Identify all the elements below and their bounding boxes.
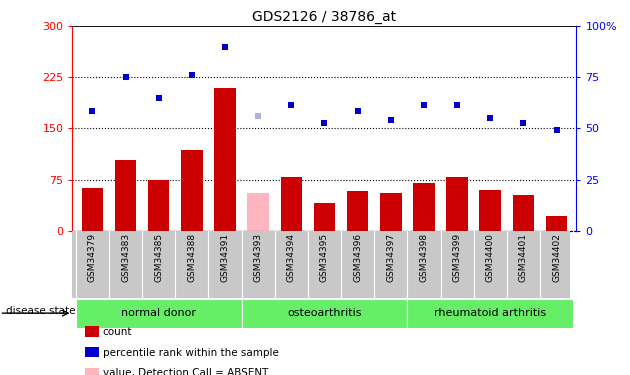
Text: value, Detection Call = ABSENT: value, Detection Call = ABSENT	[103, 368, 268, 375]
Bar	[513, 195, 534, 231]
Text: GSM34399: GSM34399	[452, 232, 462, 282]
Text: GSM34379: GSM34379	[88, 232, 97, 282]
Bar	[248, 193, 269, 231]
Bar	[115, 160, 136, 231]
Text: GSM34396: GSM34396	[353, 232, 362, 282]
Bar	[148, 180, 169, 231]
Text: GSM34391: GSM34391	[220, 232, 229, 282]
Bar	[446, 177, 468, 231]
Bar	[479, 190, 501, 231]
Text: GSM34393: GSM34393	[254, 232, 263, 282]
Text: GSM34385: GSM34385	[154, 232, 163, 282]
Text: normal donor: normal donor	[121, 308, 196, 318]
Bar	[408, 299, 573, 327]
Title: GDS2126 / 38786_at: GDS2126 / 38786_at	[253, 10, 396, 24]
Bar	[314, 203, 335, 231]
Text: GSM34394: GSM34394	[287, 232, 296, 282]
Text: GSM34400: GSM34400	[486, 232, 495, 282]
Text: percentile rank within the sample: percentile rank within the sample	[103, 348, 278, 357]
Text: GSM34402: GSM34402	[552, 232, 561, 282]
Bar	[81, 188, 103, 231]
Bar	[413, 183, 435, 231]
Bar	[546, 216, 568, 231]
Bar	[347, 191, 369, 231]
Bar	[241, 299, 408, 327]
Text: disease state: disease state	[6, 306, 76, 316]
Text: GSM34395: GSM34395	[320, 232, 329, 282]
Text: GSM34388: GSM34388	[187, 232, 197, 282]
Bar	[280, 177, 302, 231]
Text: GSM34398: GSM34398	[420, 232, 428, 282]
Text: count: count	[103, 327, 132, 337]
Text: GSM34397: GSM34397	[386, 232, 395, 282]
Bar	[380, 193, 401, 231]
Bar	[181, 150, 203, 231]
Bar	[214, 88, 236, 231]
Text: GSM34401: GSM34401	[519, 232, 528, 282]
Text: rheumatoid arthritis: rheumatoid arthritis	[434, 308, 546, 318]
Bar	[76, 299, 241, 327]
Text: GSM34383: GSM34383	[121, 232, 130, 282]
Text: osteoarthritis: osteoarthritis	[287, 308, 362, 318]
